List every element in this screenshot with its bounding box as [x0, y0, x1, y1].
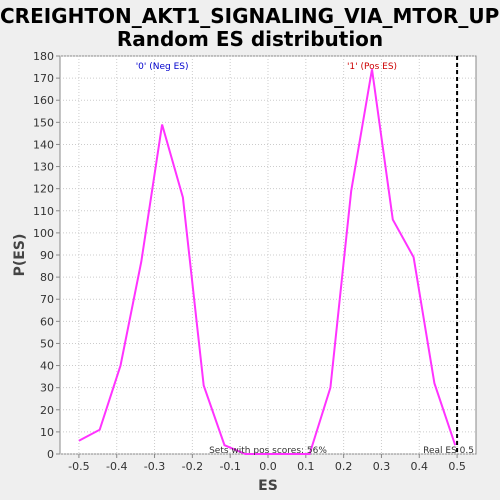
- chart-title-line2: Random ES distribution: [116, 27, 384, 51]
- chart-title-line1: CREIGHTON_AKT1_SIGNALING_VIA_MTOR_UP:: [0, 4, 500, 28]
- x-tick-label: 0.5: [448, 460, 466, 473]
- y-tick-label: 150: [33, 116, 54, 129]
- x-axis-label: ES: [258, 478, 278, 494]
- y-tick-label: 140: [33, 138, 54, 151]
- x-tick-label: 0.4: [411, 460, 429, 473]
- y-tick-label: 30: [40, 382, 54, 395]
- x-tick-label: -0.1: [219, 460, 240, 473]
- y-tick-label: 160: [33, 94, 54, 107]
- y-tick-label: 110: [33, 205, 54, 218]
- x-tick-label: -0.4: [106, 460, 127, 473]
- x-tick-label: -0.3: [144, 460, 165, 473]
- real-es-label: Real ES 0.5: [423, 446, 474, 456]
- y-tick-label: 80: [40, 271, 54, 284]
- y-tick-label: 50: [40, 337, 54, 350]
- y-tick-label: 0: [47, 448, 54, 461]
- y-tick-label: 120: [33, 183, 54, 196]
- y-tick-label: 90: [40, 249, 54, 262]
- y-tick-label: 10: [40, 426, 54, 439]
- x-tick-label: 0.3: [373, 460, 391, 473]
- y-tick-label: 130: [33, 161, 54, 174]
- axis-ticks: 0 10 20 30 40 50 60 70 80 90 100 110 120 130 140 150 160…: [33, 50, 466, 473]
- y-tick-label: 100: [33, 227, 54, 240]
- x-tick-label: -0.2: [182, 460, 203, 473]
- y-tick-label: 170: [33, 72, 54, 85]
- x-tick-label: 0.2: [335, 460, 353, 473]
- y-tick-label: 180: [33, 50, 54, 63]
- y-axis-label: P(ES): [12, 234, 28, 277]
- es-distribution-line: [78, 69, 457, 455]
- grid-lines: [60, 55, 476, 455]
- y-tick-label: 20: [40, 404, 54, 417]
- x-tick-label: 0.0: [259, 460, 277, 473]
- neg-es-label: '0' (Neg ES): [136, 62, 189, 72]
- pos-es-label: '1' (Pos ES): [347, 62, 397, 72]
- y-tick-label: 60: [40, 315, 54, 328]
- y-tick-label: 70: [40, 293, 54, 306]
- x-tick-label: 0.1: [297, 460, 315, 473]
- pos-scores-label: Sets with pos scores: 56%: [209, 446, 327, 456]
- x-tick-label: -0.5: [68, 460, 89, 473]
- y-tick-label: 40: [40, 360, 54, 373]
